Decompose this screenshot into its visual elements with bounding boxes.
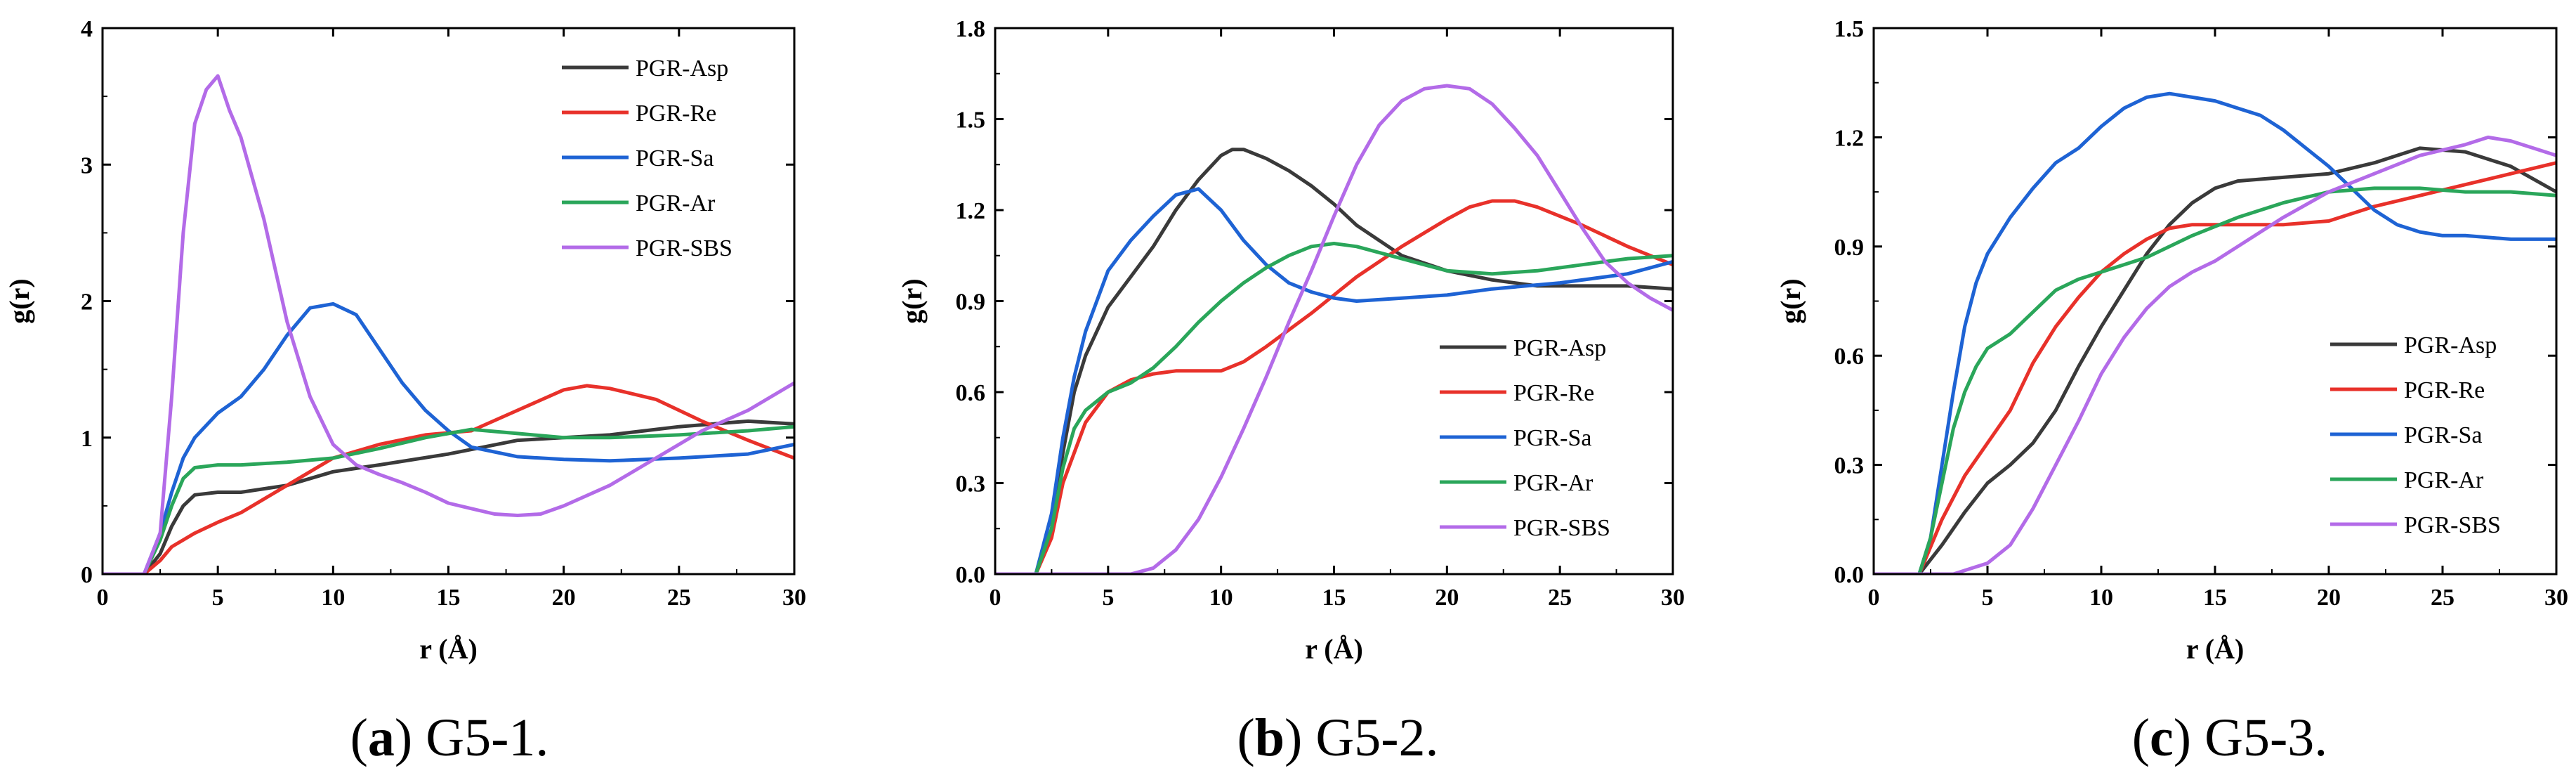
x-tick-label: 5 [1102,585,1114,611]
caption-open-paren: ( [350,708,368,767]
caption-open-paren: ( [2132,708,2150,767]
y-tick-label: 0.3 [1834,453,1865,479]
y-tick-label: 1.5 [1834,16,1865,42]
y-tick-label: 4 [81,16,93,42]
y-tick-label: 1.8 [956,16,986,42]
y-tick-label: 2 [81,290,93,316]
y-tick-label: 3 [81,152,93,178]
y-tick-label: 1.2 [1834,125,1865,151]
series-line-pgr-sbs [995,84,1673,574]
x-tick-label: 30 [2544,585,2568,611]
y-tick-label: 0.0 [956,562,986,588]
y-tick-label: 0.6 [1834,344,1865,370]
legend-label-pgr-sa: PGR-Sa [2404,422,2482,448]
caption-text: G5-2. [1302,708,1438,767]
y-tick-label: 0.9 [1834,235,1865,261]
x-tick-label: 0 [97,585,109,611]
series-line-pgr-sbs [1874,135,2556,574]
legend-label-pgr-sbs: PGR-SBS [2404,512,2501,538]
caption-text: G5-3. [2191,708,2327,767]
x-tick-label: 10 [2089,585,2113,611]
legend-label-pgr-sa: PGR-Sa [636,145,714,171]
x-tick-label: 20 [2317,585,2341,611]
y-axis-label: g(r) [1775,278,1806,323]
series-line-pgr-sa [995,187,1673,574]
series-line-pgr-ar [995,242,1673,574]
caption-letter: c [2150,708,2174,767]
x-tick-label: 15 [2203,585,2227,611]
chart-panel-b: 0 5 10 15 20 25 30 0.0 0.3 0.6 0.9 1.2 1.5 1.8 r (Å) g(… [896,16,1685,767]
panel-caption: (b) G5-2. [1237,708,1438,767]
x-tick-label: 25 [2431,585,2455,611]
legend-label-pgr-re: PGR-Re [1513,380,1594,406]
x-tick-label: 10 [321,585,345,611]
x-axis-label: r (Å) [1305,633,1363,665]
x-tick-label: 15 [1322,585,1346,611]
x-tick-label: 5 [1982,585,1994,611]
legend-label-pgr-asp: PGR-Asp [1513,335,1606,361]
chart-panel-c: 0 5 10 15 20 25 30 0.0 0.3 0.6 0.9 1.2 1.5 r (Å) g(r) P… [1775,16,2568,767]
caption-text: G5-1. [412,708,548,767]
series-line-pgr-re [103,384,794,574]
x-tick-label: 20 [552,585,576,611]
panel-caption: (a) G5-1. [350,708,549,767]
legend-label-pgr-sa: PGR-Sa [1513,425,1591,451]
x-tick-label: 30 [782,585,806,611]
y-tick-label: 1 [81,426,93,452]
series-line-pgr-asp [1874,146,2556,574]
x-tick-label: 0 [990,585,1001,611]
y-tick-label: 1.2 [956,198,986,224]
x-tick-label: 30 [1661,585,1685,611]
series-line-pgr-sa [103,301,794,574]
y-tick-label: 0.6 [956,380,986,406]
y-tick-label: 0 [81,562,93,588]
x-tick-label: 25 [667,585,691,611]
series-line-pgr-asp [103,419,794,574]
legend-label-pgr-ar: PGR-Ar [2404,467,2484,493]
x-tick-label: 0 [1868,585,1880,611]
caption-letter: b [1255,708,1284,767]
x-axis-label: r (Å) [2186,633,2245,665]
series-line-pgr-asp [995,148,1673,574]
caption-close-paren: ) [2174,708,2191,767]
caption-close-paren: ) [395,708,412,767]
legend-label-pgr-asp: PGR-Asp [2404,332,2497,358]
x-tick-label: 20 [1435,585,1459,611]
x-tick-label: 10 [1209,585,1233,611]
legend: PGR-Asp PGR-Re PGR-Sa PGR-Ar PGR-SBS [562,56,732,261]
series-line-pgr-sbs [103,74,794,574]
series-line-pgr-re [995,199,1673,574]
y-tick-label: 0.0 [1834,562,1865,588]
y-axis-label: g(r) [4,278,35,323]
legend-label-pgr-ar: PGR-Ar [636,190,716,216]
legend: PGR-Asp PGR-Re PGR-Sa PGR-Ar PGR-SBS [1440,335,1610,541]
legend-label-pgr-re: PGR-Re [636,100,716,126]
x-tick-label: 5 [212,585,224,611]
caption-open-paren: ( [1237,708,1254,767]
x-tick-label: 25 [1548,585,1572,611]
series-line-pgr-re [1874,161,2556,574]
legend-label-pgr-sbs: PGR-SBS [1513,515,1610,541]
y-tick-label: 0.9 [956,290,986,316]
x-tick-label: 15 [437,585,461,611]
series-line-pgr-ar [103,424,794,574]
y-axis-label: g(r) [896,278,928,323]
legend-label-pgr-asp: PGR-Asp [636,56,728,82]
legend-label-pgr-ar: PGR-Ar [1513,470,1593,496]
legend-label-pgr-sbs: PGR-SBS [636,235,732,261]
x-axis-label: r (Å) [419,633,478,665]
caption-letter: a [368,708,395,767]
y-tick-label: 1.5 [956,108,986,134]
legend: PGR-Asp PGR-Re PGR-Sa PGR-Ar PGR-SBS [2330,332,2501,538]
series-line-pgr-sa [1874,91,2556,574]
panel-caption: (c) G5-3. [2132,708,2328,767]
y-tick-label: 0.3 [956,472,986,498]
legend-label-pgr-re: PGR-Re [2404,377,2485,403]
caption-close-paren: ) [1284,708,1302,767]
series-line-pgr-ar [1874,186,2556,574]
